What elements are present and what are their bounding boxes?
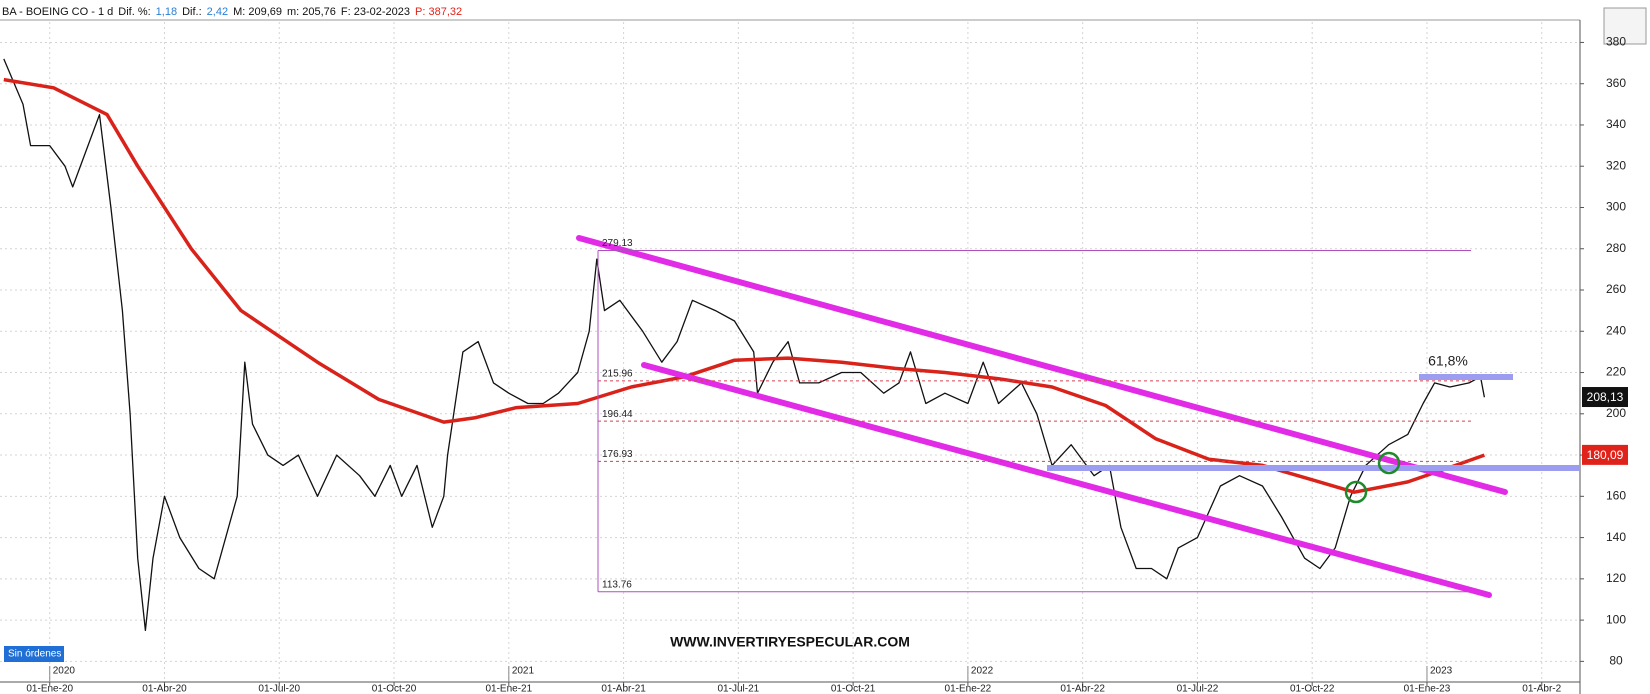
header-item: 2,42: [207, 6, 228, 18]
fib-label: 215.96: [602, 369, 633, 380]
fib-label: 176.93: [602, 449, 633, 460]
x-tick-label: 01-Jul-22: [1177, 684, 1219, 694]
header-item: BA - BOEING CO - 1 d: [2, 6, 113, 18]
y-tick-label: 160: [1606, 488, 1626, 502]
x-tick-label: 01-Ene-22: [945, 684, 992, 694]
y-tick-label: 380: [1606, 35, 1626, 49]
status-box: [4, 646, 64, 662]
y-tick-label: 220: [1606, 365, 1626, 379]
x-tick-label: 01-Jul-20: [258, 684, 300, 694]
year-label: 2023: [1430, 666, 1453, 677]
header: BA - BOEING CO - 1 d Dif. %: 1,18 Dif.: 2,42…: [2, 6, 462, 18]
y-tick-label: 140: [1606, 530, 1626, 544]
cross-marker: [1344, 480, 1368, 504]
year-label: 2021: [512, 666, 535, 677]
price-box-label: 208,13: [1587, 390, 1624, 404]
x-tick-label: 01-Oct-21: [831, 684, 876, 694]
status: Sin órdenes: [8, 649, 61, 660]
y-tick-label: 340: [1606, 117, 1626, 131]
x-tick-label: 01-Abr-22: [1060, 684, 1105, 694]
header-item: F: 23-02-2023: [341, 6, 410, 18]
x-tick-label: 01-Jul-21: [718, 684, 760, 694]
trend-line-lower: [641, 362, 1492, 598]
header-item: m: 205,76: [287, 6, 336, 18]
x-tick-label: 01-Abr-21: [601, 684, 646, 694]
year-label: 2022: [971, 666, 994, 677]
header-item: 1,18: [156, 6, 177, 18]
y-tick-label: 120: [1606, 571, 1626, 585]
x-tick-label: 01-Abr-2: [1522, 684, 1561, 694]
x-tick-label: 01-Ene-23: [1404, 684, 1451, 694]
y-tick-label: 200: [1606, 406, 1626, 420]
annotation: 61,8%: [1428, 353, 1468, 369]
header-item: P: 387,32: [415, 6, 462, 18]
price-box: [1582, 387, 1628, 408]
header-item: Dif.:: [182, 6, 202, 18]
y-tick-label: 280: [1606, 241, 1626, 255]
y-tick-label: 100: [1606, 612, 1626, 626]
y-tick-label: 360: [1606, 76, 1626, 90]
header-item: Dif. %:: [118, 6, 150, 18]
x-tick-label: 01-Abr-20: [142, 684, 187, 694]
price-box: [1582, 444, 1628, 465]
fib-label: 279.13: [602, 238, 633, 249]
x-tick-label: 01-Ene-20: [26, 684, 73, 694]
y-tick-label: 260: [1606, 282, 1626, 296]
x-tick-label: 01-Oct-20: [372, 684, 417, 694]
plot-area: [0, 22, 1580, 682]
trend-line-upper: [576, 235, 1508, 495]
y-axis-panel: [1580, 0, 1650, 694]
y-tick-label: 300: [1606, 200, 1626, 214]
x-tick-label: 01-Ene-21: [485, 684, 532, 694]
price-line: [3, 58, 1486, 632]
y-tick-label: 240: [1606, 323, 1626, 337]
cross-marker: [1377, 451, 1401, 475]
y-tick-label: 80: [1609, 654, 1623, 668]
header-item: M: 209,69: [233, 6, 282, 18]
year-label: 2020: [53, 666, 76, 677]
watermark: WWW.INVERTIRYESPECULAR.COM: [670, 634, 910, 650]
fib-label: 196.44: [602, 409, 633, 420]
x-tick-label: 01-Oct-22: [1290, 684, 1335, 694]
y-tick-label: 320: [1606, 158, 1626, 172]
panel-button[interactable]: [1603, 7, 1647, 45]
fib-label: 113.76: [602, 579, 632, 590]
price-box-label: 180,09: [1587, 448, 1624, 462]
